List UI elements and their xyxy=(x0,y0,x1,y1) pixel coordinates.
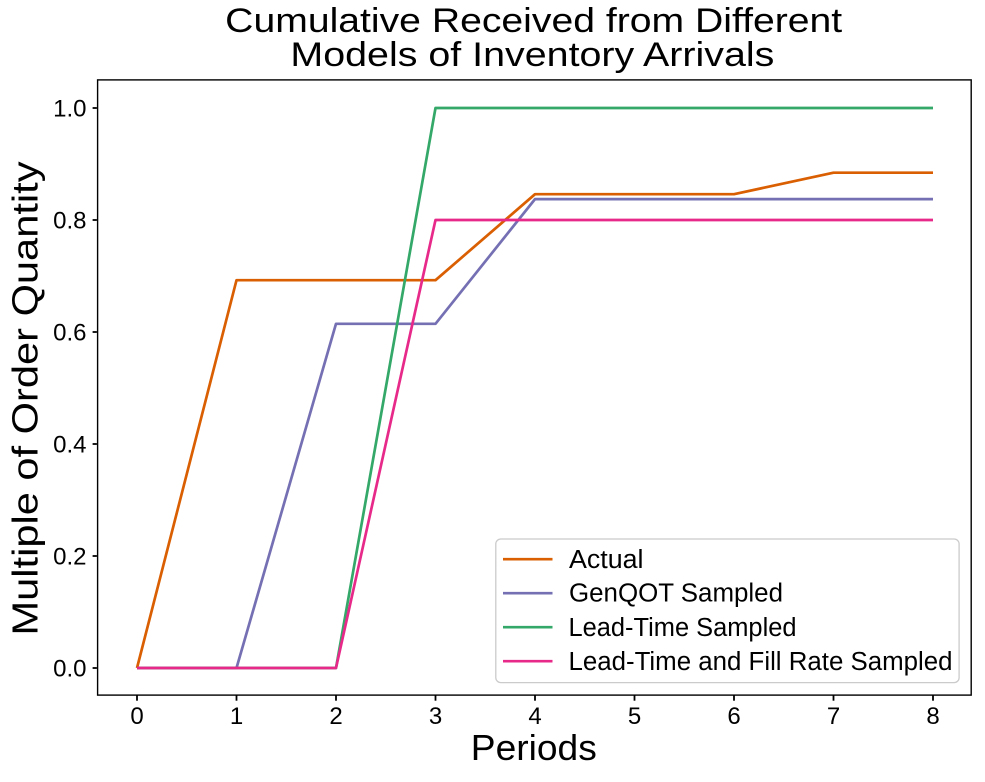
svg-text:Models of Inventory Arrivals: Models of Inventory Arrivals xyxy=(290,36,774,74)
svg-text:Lead-Time and Fill Rate Sample: Lead-Time and Fill Rate Sampled xyxy=(569,648,953,676)
svg-text:0.4: 0.4 xyxy=(53,432,86,459)
svg-text:1.0: 1.0 xyxy=(53,96,86,123)
svg-text:0: 0 xyxy=(130,703,143,730)
svg-text:Multiple of Order Quantity: Multiple of Order Quantity xyxy=(5,162,46,636)
svg-text:2: 2 xyxy=(329,703,342,730)
svg-text:8: 8 xyxy=(926,703,939,730)
svg-text:Actual: Actual xyxy=(569,546,644,574)
svg-text:5: 5 xyxy=(628,703,641,730)
svg-text:0.6: 0.6 xyxy=(53,320,86,347)
svg-text:GenQOT Sampled: GenQOT Sampled xyxy=(569,580,783,608)
svg-text:4: 4 xyxy=(528,703,541,730)
svg-text:6: 6 xyxy=(727,703,740,730)
svg-text:7: 7 xyxy=(827,703,840,730)
svg-text:0.2: 0.2 xyxy=(53,544,86,571)
svg-text:0.0: 0.0 xyxy=(53,656,86,683)
svg-text:Cumulative Received from Diffe: Cumulative Received from Different xyxy=(225,2,843,40)
svg-text:3: 3 xyxy=(429,703,442,730)
svg-text:Lead-Time Sampled: Lead-Time Sampled xyxy=(569,614,797,642)
svg-text:Periods: Periods xyxy=(471,727,597,768)
svg-text:1: 1 xyxy=(230,703,243,730)
svg-text:0.8: 0.8 xyxy=(53,208,86,235)
